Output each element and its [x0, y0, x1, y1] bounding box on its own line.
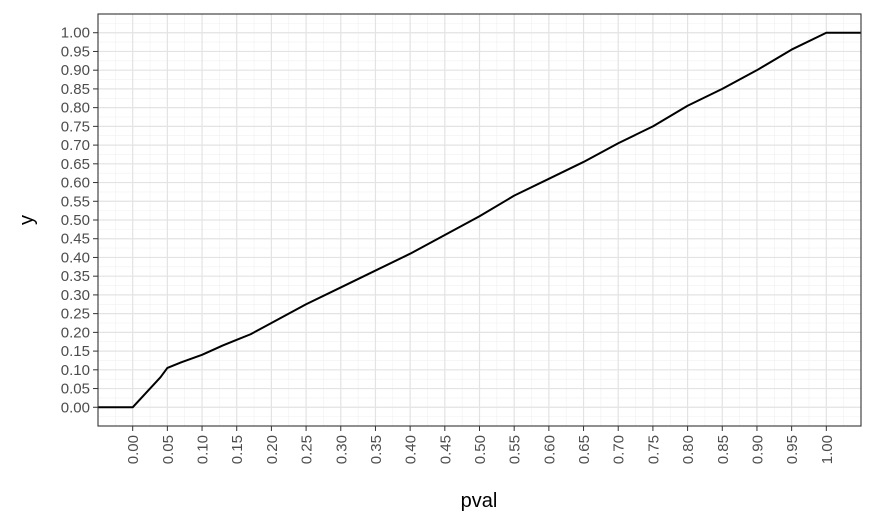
- y-tick-label: 0.90: [61, 62, 90, 79]
- x-tick-label: 0.10: [195, 435, 212, 464]
- x-tick-label: 0.75: [645, 435, 662, 464]
- y-tick-label: 0.15: [61, 343, 90, 360]
- x-tick-label: 0.20: [264, 435, 281, 464]
- x-tick-label: 0.05: [160, 435, 177, 464]
- x-tick-label: 0.90: [749, 435, 766, 464]
- y-tick-label: 0.75: [61, 118, 90, 135]
- y-tick-label: 0.55: [61, 193, 90, 210]
- y-tick-label: 0.60: [61, 175, 90, 192]
- x-tick-label: 0.60: [541, 435, 558, 464]
- x-tick-label: 0.40: [403, 435, 420, 464]
- series-line: [98, 31, 861, 409]
- y-tick-label: 0.80: [61, 100, 90, 117]
- y-tick-label: 0.10: [61, 362, 90, 379]
- x-tick-label: 0.95: [784, 435, 801, 464]
- x-tick-label: 0.00: [125, 435, 142, 464]
- y-tick-label: 0.25: [61, 306, 90, 323]
- x-tick-label: 0.70: [611, 435, 628, 464]
- y-tick-label: 0.85: [61, 81, 90, 98]
- y-axis-title: y: [16, 215, 38, 225]
- x-tick-label: 0.25: [299, 435, 316, 464]
- x-tick-label: 0.45: [437, 435, 454, 464]
- y-axis: 0.000.05 0.10 0.15 0.200.25 0.30 0.35 0.400.45…: [61, 25, 98, 416]
- x-tick-label: 0.30: [333, 435, 350, 464]
- x-tick-label: 0.50: [472, 435, 489, 464]
- major-gridlines: [98, 14, 861, 426]
- x-tick-label: 0.65: [576, 435, 593, 464]
- y-tick-label: 0.95: [61, 43, 90, 60]
- y-tick-label: 0.45: [61, 231, 90, 248]
- y-tick-label: 0.70: [61, 137, 90, 154]
- x-tick-label: 0.55: [507, 435, 524, 464]
- y-tick-label: 0.20: [61, 324, 90, 341]
- y-tick-label: 0.35: [61, 268, 90, 285]
- x-axis: 0.00 0.05 0.10 0.15 0.20 0.25 0.30 0.35 0.40 0.45…: [125, 426, 836, 464]
- series-layer: [98, 31, 861, 409]
- x-tick-label: 0.80: [680, 435, 697, 464]
- x-tick-label: 0.35: [368, 435, 385, 464]
- y-tick-label: 0.50: [61, 212, 90, 229]
- y-tick-label: 1.00: [61, 25, 90, 42]
- y-tick-label: 0.05: [61, 381, 90, 398]
- x-tick-label: 0.85: [715, 435, 732, 464]
- x-axis-title: pval: [461, 490, 498, 512]
- y-tick-label: 0.40: [61, 249, 90, 266]
- x-tick-label: 0.15: [229, 435, 246, 464]
- y-tick-label: 0.00: [61, 399, 90, 416]
- x-tick-label: 1.00: [819, 435, 836, 464]
- y-tick-label: 0.65: [61, 156, 90, 173]
- y-tick-label: 0.30: [61, 287, 90, 304]
